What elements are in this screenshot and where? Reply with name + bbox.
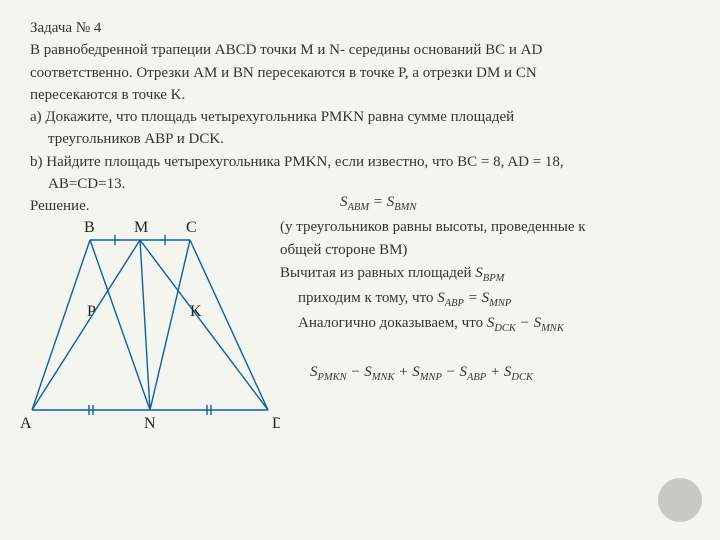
formula-row: SPMKN − SMNK + SMNP − SABP + SDCK [280, 364, 700, 383]
problem-line: AB=CD=13. [30, 174, 690, 194]
svg-text:A: A [20, 415, 32, 432]
problem-line: a) Докажите, что площадь четырехугольник… [30, 107, 690, 127]
svg-text:P: P [87, 303, 96, 320]
svg-text:K: K [190, 303, 202, 320]
svg-text:C: C [186, 219, 197, 236]
explain-line: приходим к тому, что SABP = SMNP [280, 290, 700, 309]
trapezoid-diagram: A B M C D N P K [20, 210, 280, 440]
problem-line: треугольников ABP и DCK. [30, 129, 690, 149]
problem-line: соответственно. Отрезки AM и BN пересека… [30, 63, 690, 83]
explain-line: Аналогично доказываем, что SDCK − SMNK [280, 315, 700, 334]
problem-statement: Задача № 4 В равнобедренной трапеции ABC… [30, 18, 690, 216]
svg-text:M: M [134, 219, 148, 236]
svg-text:N: N [144, 415, 156, 432]
explain-line: Вычитая из равных площадей SBPM [280, 265, 700, 284]
diagram-svg: A B M C D N P K [20, 210, 280, 440]
svg-text:D: D [272, 415, 280, 432]
formula-row: SABM = SBMN [280, 194, 700, 213]
explain-line: (у треугольников равны высоты, проведенн… [280, 219, 700, 236]
problem-line: пересекаются в точке K. [30, 85, 690, 105]
problem-title: Задача № 4 [30, 18, 690, 38]
problem-line: b) Найдите площадь четырехугольника PMKN… [30, 152, 690, 172]
svg-text:B: B [84, 219, 95, 236]
explain-line: общей стороне BM) [280, 242, 700, 259]
problem-line: В равнобедренной трапеции ABCD точки M и… [30, 40, 690, 60]
decorative-circle-icon [658, 478, 702, 522]
solution-text: SABM = SBMN (у треугольников равны высот… [280, 192, 700, 389]
